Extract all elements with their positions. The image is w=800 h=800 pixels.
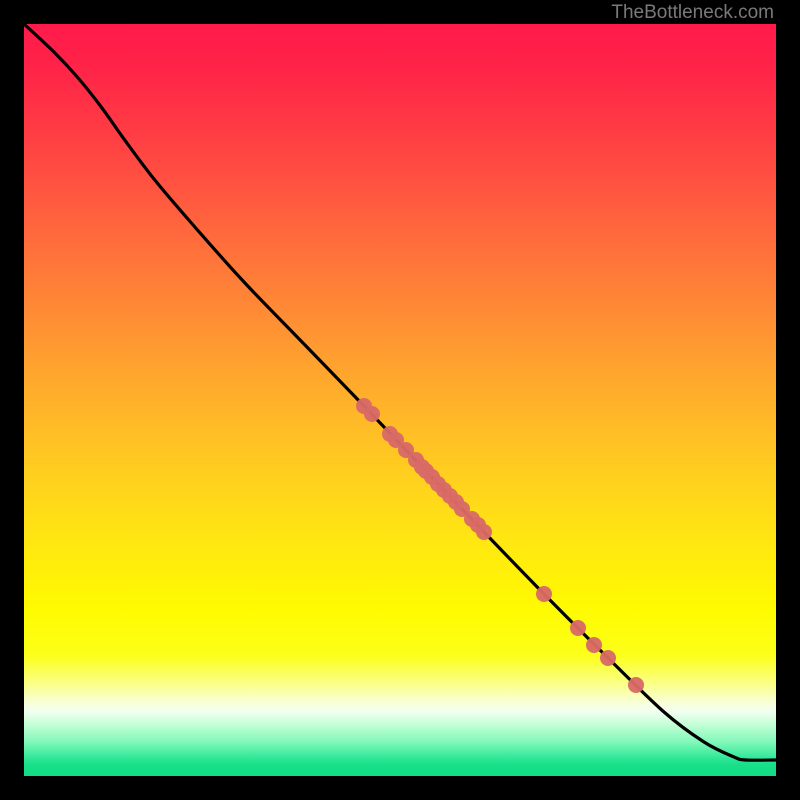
- data-point: [628, 677, 644, 693]
- data-point: [476, 524, 492, 540]
- data-point: [364, 406, 380, 422]
- data-point: [586, 637, 602, 653]
- chart-svg-layer: [24, 24, 776, 776]
- watermark-text: TheBottleneck.com: [611, 2, 774, 24]
- chart-plot-area: [24, 24, 776, 776]
- data-markers: [356, 398, 644, 693]
- data-point: [600, 650, 616, 666]
- data-point: [570, 620, 586, 636]
- data-point: [536, 586, 552, 602]
- main-curve: [24, 24, 776, 760]
